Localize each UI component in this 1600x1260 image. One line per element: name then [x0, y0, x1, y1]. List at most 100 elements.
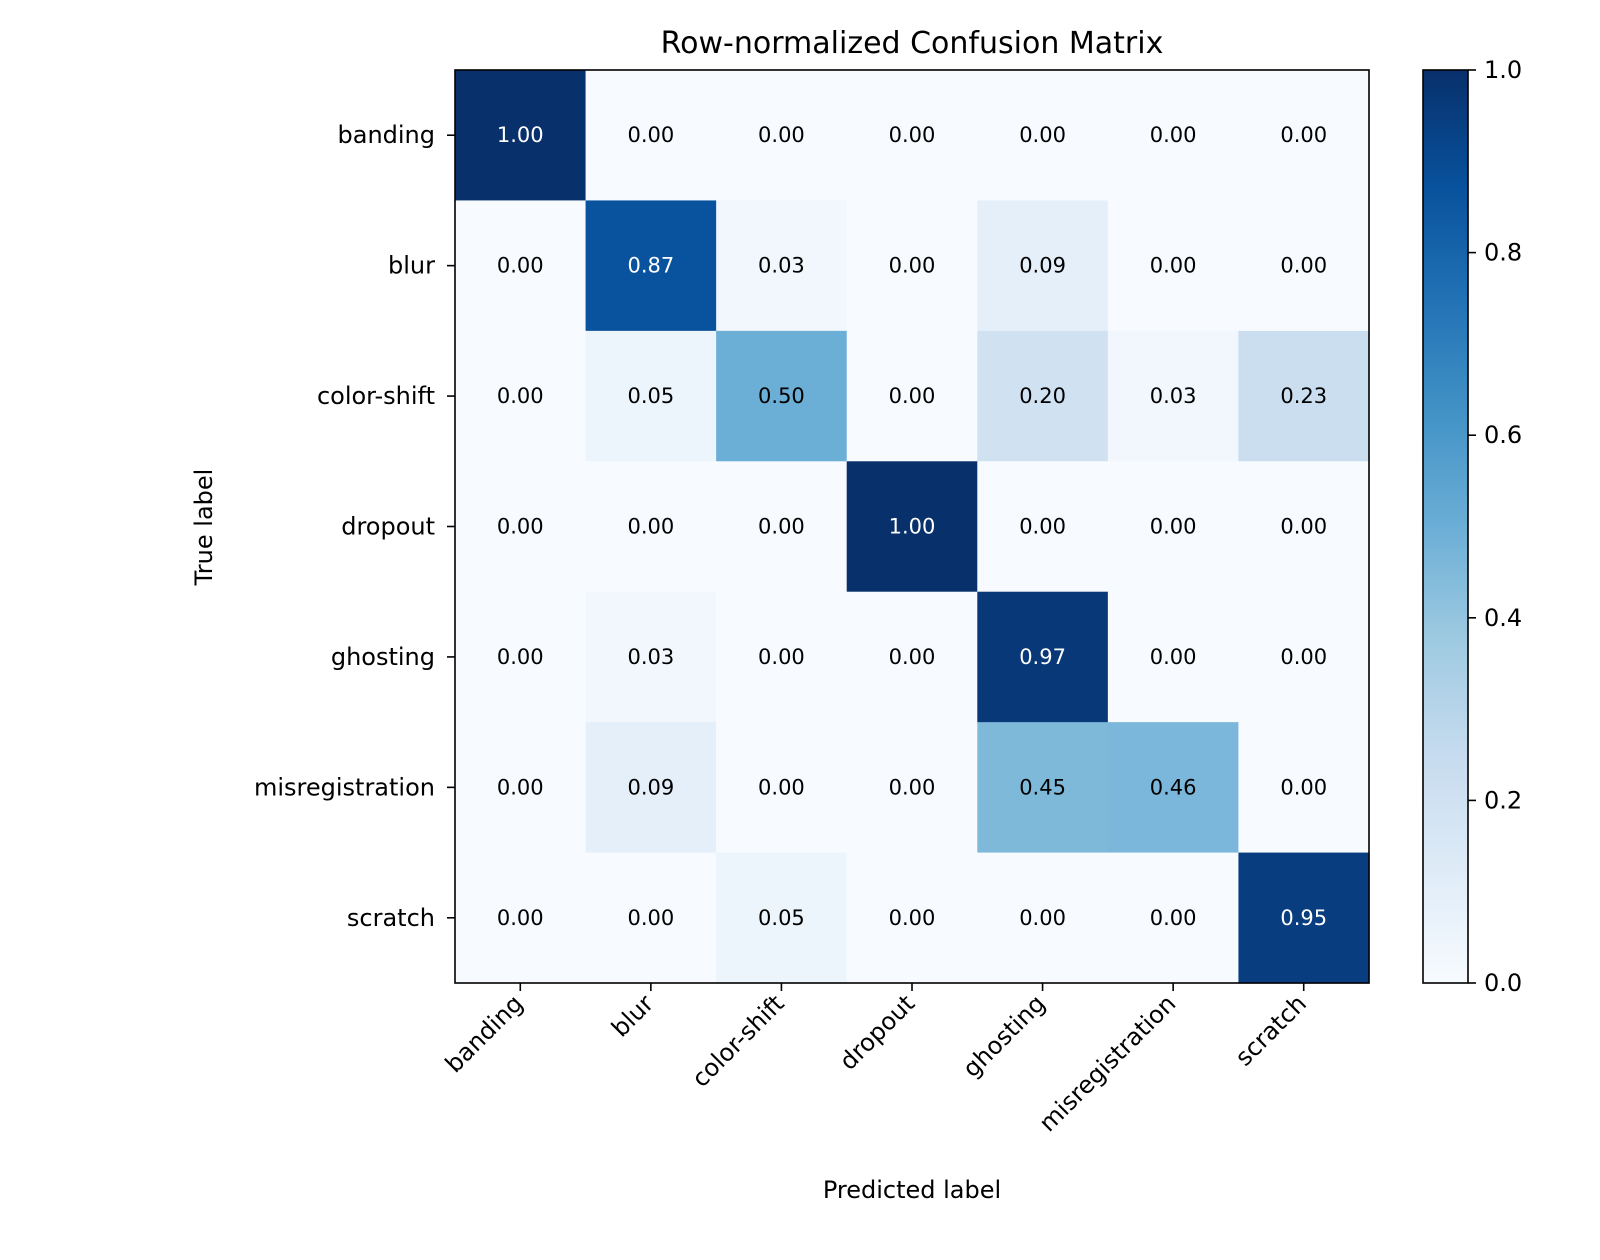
x-tick-label: dropout: [834, 989, 920, 1075]
cell-value-label: 0.00: [627, 906, 674, 930]
cell-value-label: 0.00: [1019, 123, 1066, 147]
heatmap-cell: [1107, 461, 1240, 593]
cell-value-label: 0.09: [627, 775, 674, 799]
colorbar-tick-label: 0.0: [1484, 969, 1522, 997]
heatmap-cell: [716, 200, 848, 332]
chart-title: Row-normalized Confusion Matrix: [661, 26, 1164, 61]
cell-value-label: 0.00: [889, 645, 936, 669]
cell-value-label: 0.00: [889, 775, 936, 799]
heatmap-cell: [977, 722, 1109, 854]
cell-value-label: 0.00: [758, 123, 805, 147]
heatmap-cell: [455, 852, 587, 984]
heatmap-cell: [1238, 330, 1370, 462]
cell-value-label: 0.00: [1150, 123, 1197, 147]
cell-value-label: 0.00: [497, 645, 544, 669]
x-tick-label: misregistration: [1034, 989, 1182, 1137]
colorbar-tick-label: 1.0: [1484, 56, 1522, 84]
cell-value-label: 0.05: [758, 906, 805, 930]
cell-value-label: 0.00: [627, 123, 674, 147]
heatmap-cell: [846, 591, 978, 723]
heatmap-cell: [1107, 70, 1240, 202]
cell-value-label: 0.00: [758, 645, 805, 669]
cell-value-label: 0.00: [758, 775, 805, 799]
heatmap-cell: [977, 852, 1109, 984]
heatmap-cell: [585, 70, 717, 202]
cell-value-label: 0.00: [497, 775, 544, 799]
heatmap-cell: [977, 461, 1109, 593]
cell-value-label: 0.00: [497, 254, 544, 278]
y-tick-label: scratch: [347, 904, 435, 932]
cell-value-label: 0.45: [1019, 775, 1066, 799]
heatmap-cell: [977, 70, 1109, 202]
cell-value-label: 0.00: [889, 254, 936, 278]
colorbar-tick-label: 0.6: [1484, 421, 1522, 449]
y-axis-label: True label: [190, 469, 218, 587]
heatmap-cell: [585, 722, 717, 854]
y-tick-label: banding: [338, 121, 436, 149]
cell-value-label: 0.03: [1150, 384, 1197, 408]
cell-value-label: 0.00: [497, 515, 544, 539]
cell-value-label: 0.00: [1019, 515, 1066, 539]
heatmap-cell: [585, 852, 717, 984]
cell-value-label: 0.20: [1019, 384, 1066, 408]
heatmap-cell: [846, 330, 978, 462]
heatmap-cell: [716, 591, 848, 723]
cell-value-label: 0.00: [1280, 645, 1327, 669]
cell-value-label: 0.00: [1150, 254, 1197, 278]
heatmap-cell: [1238, 852, 1370, 984]
cell-value-label: 0.00: [1019, 906, 1066, 930]
cell-value-label: 0.09: [1019, 254, 1066, 278]
cell-value-label: 0.00: [1280, 775, 1327, 799]
y-tick-label: dropout: [341, 513, 435, 541]
cell-value-label: 0.00: [1150, 906, 1197, 930]
colorbar-tick-label: 0.4: [1484, 604, 1522, 632]
heatmap-cell: [455, 722, 587, 854]
heatmap-cell: [716, 330, 848, 462]
x-tick-label: scratch: [1230, 989, 1312, 1071]
cell-value-label: 0.95: [1280, 906, 1327, 930]
cell-value-label: 0.50: [758, 384, 805, 408]
heatmap-cell: [1238, 461, 1370, 593]
heatmap-cell: [846, 852, 978, 984]
cell-value-label: 0.46: [1150, 775, 1197, 799]
heatmap-cell: [455, 591, 587, 723]
cell-value-label: 1.00: [889, 515, 936, 539]
cell-value-label: 0.00: [1280, 254, 1327, 278]
heatmap-cell: [977, 330, 1109, 462]
cell-value-label: 0.00: [889, 384, 936, 408]
x-tick-label: blur: [606, 989, 659, 1042]
heatmap-cell: [455, 461, 587, 593]
colorbar-tick-label: 0.2: [1484, 786, 1522, 814]
heatmap-cell: [716, 461, 848, 593]
heatmap-cell: [846, 461, 978, 593]
heatmap-cell-labels: 1.00 0.00 0.00 0.00 0.00 0.00 0.00 0.00 0.87 0.03…: [497, 123, 1327, 930]
cell-value-label: 0.87: [627, 254, 674, 278]
cell-value-label: 0.05: [627, 384, 674, 408]
cell-value-label: 0.00: [497, 906, 544, 930]
x-axis-ticks: banding blur color-shift dropout ghostingmis…: [440, 983, 1312, 1137]
cell-value-label: 0.00: [889, 906, 936, 930]
y-tick-label: blur: [388, 252, 435, 280]
heatmap-cell: [1107, 330, 1240, 462]
colorbar: [1422, 69, 1469, 984]
heatmap-cell: [585, 330, 717, 462]
x-tick-label: ghosting: [957, 989, 1050, 1082]
cell-value-label: 0.00: [1280, 123, 1327, 147]
y-tick-label: ghosting: [331, 643, 435, 671]
heatmap-cell: [1238, 70, 1370, 202]
heatmap-cell: [1238, 591, 1370, 723]
colorbar-tick-label: 0.8: [1484, 239, 1522, 267]
x-axis-label: Predicted label: [823, 1176, 1001, 1204]
cell-value-label: 0.00: [1280, 515, 1327, 539]
cell-value-label: 0.00: [1150, 515, 1197, 539]
x-tick-label: banding: [440, 989, 529, 1078]
heatmap-cell: [1107, 722, 1240, 854]
heatmap-cells: [455, 70, 1370, 984]
colorbar-ticks: 0.0 0.2 0.4 0.6 0.8 1.0: [1468, 56, 1522, 997]
heatmap-cell: [846, 722, 978, 854]
heatmap-cell: [716, 852, 848, 984]
cell-value-label: 0.00: [758, 515, 805, 539]
heatmap-cell: [455, 330, 587, 462]
cell-value-label: 0.03: [627, 645, 674, 669]
